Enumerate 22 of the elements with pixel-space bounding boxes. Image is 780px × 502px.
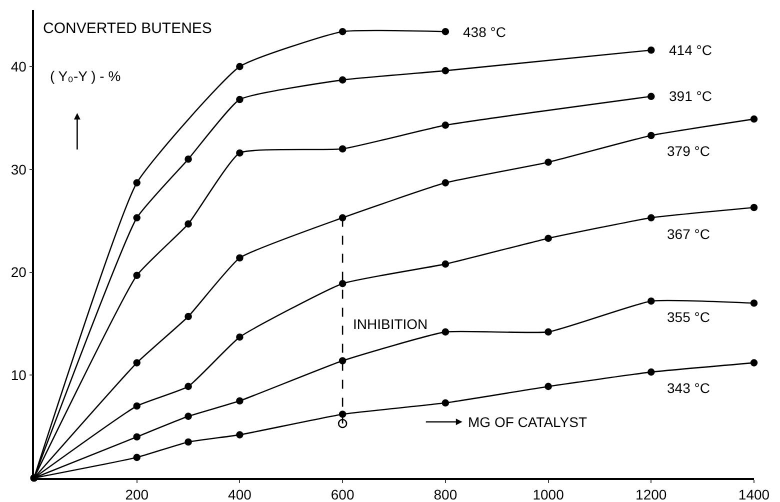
x-tick-label: 600 [330,486,354,502]
x-tick-label: 400 [228,486,252,502]
series-label: 414 °C [669,42,712,58]
y-tick-label: 20 [10,264,27,280]
series-label: 343 °C [667,380,710,396]
text: CONVERTED BUTENES [43,20,212,37]
y-tick-label: 30 [10,161,27,178]
annotation: INHIBITION [353,316,428,332]
x-axis-title: MG OF CATALYST [468,414,588,430]
x-tick-label: 1400 [738,486,770,502]
series-label: 379 °C [667,143,710,159]
x-tick-label: 1200 [636,486,667,502]
y-tick-label: 40 [10,58,27,74]
series-label: 367 °C [667,226,710,242]
y-axis-title: ( Y₀-Y ) - % [50,68,121,84]
series-label: 355 °C [667,309,710,325]
x-tick-label: 200 [125,486,149,502]
x-tick-label: 1000 [532,486,564,502]
y-tick-label: 10 [10,367,27,384]
series-label: 438 °C [463,24,506,40]
series-label: 391 °C [669,88,712,104]
x-tick-label: 800 [434,486,458,502]
